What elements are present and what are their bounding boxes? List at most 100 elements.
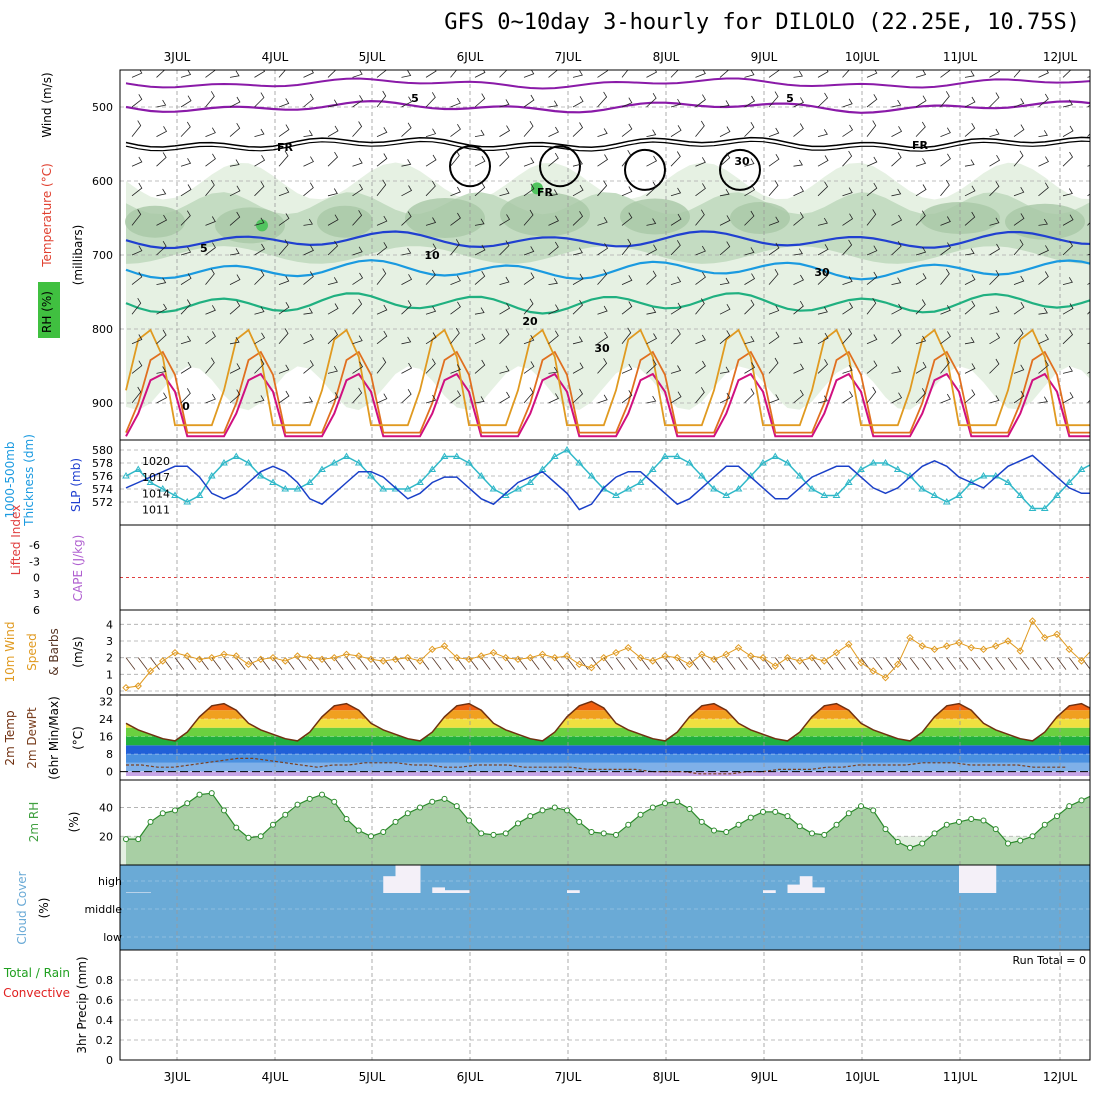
slp-tick-label: 1017 <box>142 471 170 484</box>
wind-barb <box>205 216 216 226</box>
rh-point <box>221 807 227 814</box>
wind-barb <box>278 98 290 108</box>
wind-barb <box>352 95 364 108</box>
wind-speed-point <box>734 643 743 652</box>
precip-tick-label: 0.8 <box>96 974 114 987</box>
wind-speed-point <box>220 650 228 659</box>
thickness-label-b: Thickness (dm) <box>22 434 36 527</box>
wind-barb <box>719 100 730 108</box>
wind-barb <box>131 386 142 404</box>
temp-band <box>126 718 1090 728</box>
wind-speed-point <box>685 660 694 669</box>
rh2m-label: 2m RH <box>27 802 41 843</box>
wind-barb-10m <box>983 657 993 670</box>
wind-barb <box>989 395 1000 404</box>
wind-barb <box>768 180 779 197</box>
wind-barb <box>499 214 511 226</box>
wind-barb <box>1013 186 1025 197</box>
wind-speed-point <box>318 655 326 664</box>
wind-barb <box>474 307 485 315</box>
wind-barb <box>425 92 436 108</box>
wind-barb <box>744 273 756 285</box>
wind-barb <box>621 97 633 108</box>
wind-barb <box>866 70 878 78</box>
rh-point <box>870 807 877 814</box>
wind-barb <box>719 303 731 315</box>
rh-point <box>821 831 828 838</box>
rh-fill-dark <box>620 198 690 235</box>
wind-barb <box>964 159 975 167</box>
wind-barb <box>793 274 804 285</box>
wind-barb <box>793 159 803 167</box>
wind-speed-point <box>514 655 522 664</box>
wind-barb <box>548 126 559 137</box>
cloud-high-bar <box>456 890 470 893</box>
wind-barb <box>842 150 853 167</box>
wind-barb <box>940 242 951 256</box>
wind-barb <box>646 333 658 345</box>
wind-barb <box>842 391 854 404</box>
wind-barb-10m <box>848 657 859 670</box>
pressure-tick-label: 600 <box>92 175 113 188</box>
wind-barb <box>474 244 486 256</box>
contour-label: 30 <box>814 266 830 279</box>
temp-contour-20 <box>125 328 1090 427</box>
wind-barb <box>572 122 584 137</box>
rh-point <box>662 800 668 807</box>
temp-band <box>126 745 1090 755</box>
rh-point <box>894 839 901 846</box>
thickness-point <box>599 485 608 492</box>
thickness-tick-label: 576 <box>92 470 113 483</box>
wind-barb <box>548 100 558 108</box>
wind-barb-10m <box>493 657 503 670</box>
thickness-point <box>661 452 669 459</box>
temp-band <box>126 762 1090 772</box>
wind-speed-point <box>1053 630 1061 639</box>
wind-barb <box>719 70 730 78</box>
wind-speed-point <box>416 657 424 665</box>
wind-barb <box>1038 271 1049 285</box>
thickness-point <box>722 491 731 498</box>
wind-barb <box>254 243 266 256</box>
wind-barb <box>842 302 854 315</box>
wind-barb <box>695 120 705 137</box>
date-label-top: 4JUL <box>262 50 289 64</box>
rh-point <box>147 818 154 825</box>
wind-barb <box>180 70 192 78</box>
wind-barb <box>327 188 338 197</box>
wind-barb <box>401 122 412 137</box>
wind-barb <box>866 209 877 226</box>
wind-barb <box>278 301 290 315</box>
wind-barb <box>474 70 486 78</box>
thickness-tick-label: 580 <box>92 444 113 457</box>
thickness-point <box>146 478 155 485</box>
wind-barb <box>180 121 191 137</box>
wind-barb <box>891 392 903 404</box>
thickness-point <box>367 472 375 479</box>
wind-barb <box>327 303 339 315</box>
rh-point <box>931 830 938 837</box>
temperature-label: Temperature (°C) <box>40 163 54 268</box>
wind-barb <box>842 276 853 285</box>
wind-barb <box>915 273 927 285</box>
thickness-point <box>477 472 486 479</box>
wind-barb <box>425 70 437 78</box>
wind-barb-10m <box>223 657 234 670</box>
wind-barb <box>1062 365 1073 374</box>
wind-speed-point <box>440 642 449 650</box>
temp-band <box>126 710 1090 719</box>
wind-speed-point <box>930 645 939 654</box>
wind-barb <box>1062 188 1073 197</box>
cloud-level-label: high <box>98 875 122 888</box>
wind-barb <box>401 211 412 226</box>
wind-barb <box>278 70 286 78</box>
wind-barb <box>352 183 364 197</box>
wind-speed-point <box>342 650 351 659</box>
pressure-tick-label: 800 <box>92 323 113 336</box>
wind-barb <box>499 187 510 197</box>
wind-barb <box>156 329 167 345</box>
cloud-high-bar <box>812 887 825 893</box>
wind-barb <box>915 361 927 374</box>
wind-barb-10m <box>297 657 307 670</box>
wind-barb <box>229 363 241 374</box>
